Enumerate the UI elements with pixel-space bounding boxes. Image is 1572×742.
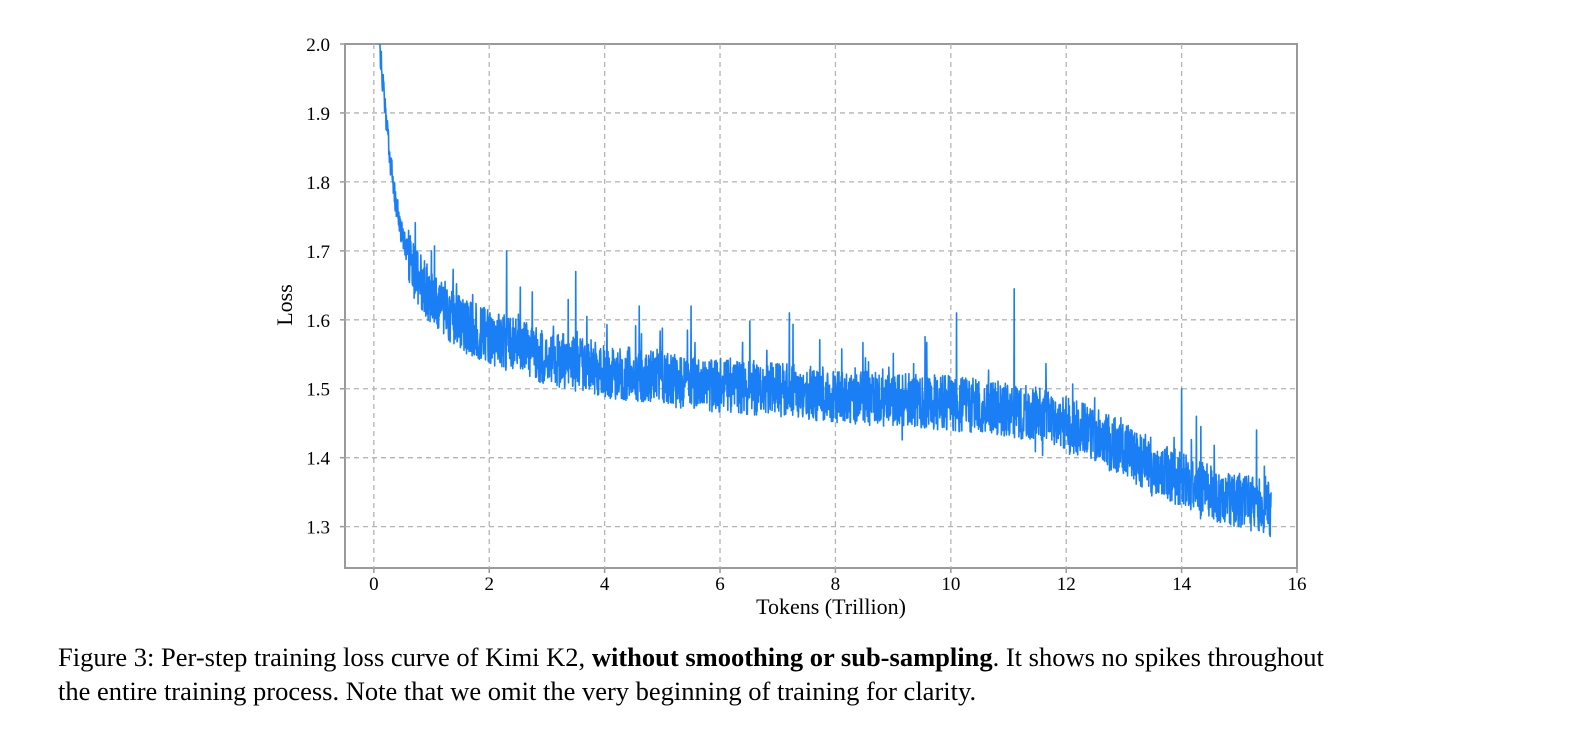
- figure-caption: Figure 3: Per-step training loss curve o…: [58, 640, 1528, 708]
- x-tick-label: 6: [715, 574, 725, 595]
- y-tick-label: 1.5: [306, 380, 330, 401]
- x-tick-label: 4: [600, 574, 610, 595]
- x-axis-ticks: 0 2 4 6 8 10 12 14 16: [369, 568, 1307, 595]
- loss-chart: 0 2 4 6 8 10 12 14 16 1.3 1.4 1.5 1.6 1.7 1.8 1.9 2.0 T…: [272, 35, 1307, 619]
- x-tick-label: 2: [484, 574, 494, 595]
- y-tick-label: 1.4: [306, 449, 330, 470]
- plot-frame: [344, 43, 1298, 569]
- x-tick-label: 10: [941, 574, 960, 595]
- y-tick-label: 1.9: [306, 104, 330, 125]
- caption-line-2: the entire training process. Note that w…: [58, 676, 977, 706]
- x-tick-label: 8: [831, 574, 841, 595]
- caption-line-1: Figure 3: Per-step training loss curve o…: [58, 640, 1528, 674]
- loss-line: [379, 44, 1272, 538]
- caption-rest-1: . It shows no spikes throughout: [992, 642, 1324, 672]
- x-tick-label: 0: [369, 574, 379, 595]
- y-tick-label: 1.6: [306, 311, 330, 332]
- caption-lead: Figure 3: Per-step training loss curve o…: [58, 642, 592, 672]
- y-axis-ticks: 1.3 1.4 1.5 1.6 1.7 1.8 1.9 2.0: [306, 35, 345, 539]
- y-tick-label: 2.0: [306, 35, 330, 56]
- x-axis-label: Tokens (Trillion): [756, 594, 906, 619]
- y-tick-label: 1.8: [306, 173, 330, 194]
- caption-emphasis: without smoothing or sub-sampling: [591, 642, 993, 672]
- x-tick-label: 12: [1057, 574, 1076, 595]
- x-tick-label: 16: [1288, 574, 1307, 595]
- y-axis-label: Loss: [272, 284, 297, 326]
- loss-series: [379, 44, 1272, 538]
- y-tick-label: 1.7: [306, 242, 330, 263]
- y-tick-label: 1.3: [306, 518, 330, 539]
- x-tick-label: 14: [1172, 574, 1192, 595]
